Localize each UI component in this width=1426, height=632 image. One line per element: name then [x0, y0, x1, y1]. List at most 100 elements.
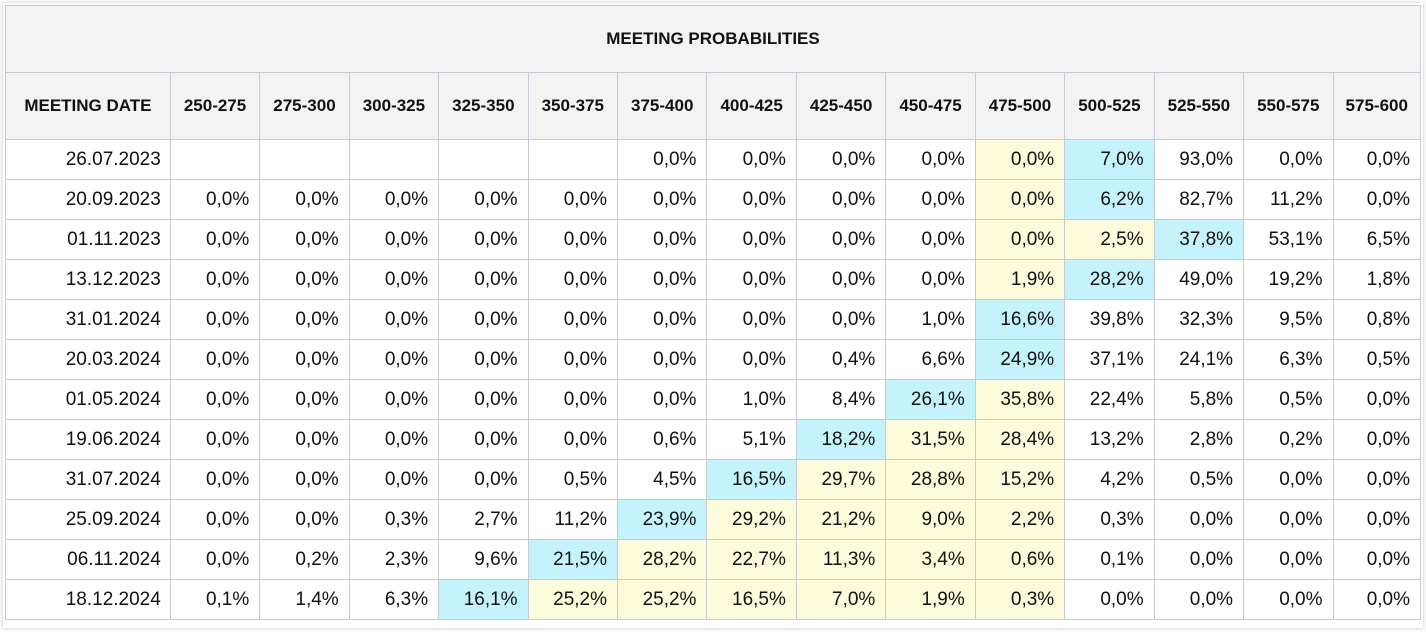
column-header-range: 575-600 — [1332, 72, 1421, 140]
probability-cell: 0,0% — [706, 259, 797, 300]
meeting-date-cell: 13.12.2023 — [5, 259, 171, 300]
probability-cell: 2,3% — [348, 539, 440, 580]
probability-cell: 0,0% — [438, 219, 529, 260]
meeting-date-cell: 01.11.2023 — [5, 219, 171, 260]
probability-cell: 0,0% — [1243, 499, 1334, 540]
probability-cell: 0,0% — [1243, 539, 1334, 580]
probability-cell: 0,0% — [348, 219, 440, 260]
column-header-range: 450-475 — [885, 72, 976, 140]
probability-cell: 0,0% — [169, 539, 261, 580]
probability-cell: 0,5% — [1332, 339, 1421, 380]
probability-cell: 3,4% — [885, 539, 976, 580]
probability-cell: 53,1% — [1243, 219, 1334, 260]
probability-cell: 0,0% — [348, 299, 440, 340]
probability-cell: 0,0% — [795, 219, 887, 260]
meeting-date-cell: 01.05.2024 — [5, 379, 171, 420]
probability-cell: 1,8% — [1332, 259, 1421, 300]
probability-cell: 0,3% — [1064, 499, 1155, 540]
probability-cell: 0,0% — [706, 139, 797, 180]
probability-cell: 0,2% — [1243, 419, 1334, 460]
probability-cell: 0,0% — [616, 339, 708, 380]
column-header-meeting-date: MEETING DATE — [5, 72, 171, 140]
column-header-range: 475-500 — [974, 72, 1066, 140]
probability-cell: 0,8% — [1332, 299, 1421, 340]
probability-cell: 11,3% — [795, 539, 887, 580]
probability-cell: 6,5% — [1332, 219, 1421, 260]
probability-cell: 0,0% — [438, 339, 529, 380]
table-row: 31.07.2024 0,0% 0,0% 0,0% 0,0% 0,5% 4,5% 16,5% 2… — [5, 459, 1421, 500]
probability-cell: 1,0% — [885, 299, 976, 340]
table-title: MEETING PROBABILITIES — [5, 5, 1421, 73]
probability-cell: 0,0% — [259, 379, 350, 420]
meeting-probabilities-table: MEETING PROBABILITIES MEETING DATE 250-27… — [5, 5, 1421, 620]
probability-cell: 11,2% — [527, 499, 619, 540]
probability-cell: 0,0% — [348, 339, 440, 380]
probability-cell: 16,6% — [974, 299, 1066, 340]
probability-cell: 0,0% — [1332, 179, 1421, 220]
probability-cell: 0,0% — [438, 299, 529, 340]
probability-cell: 0,3% — [348, 499, 440, 540]
probability-cell: 0,2% — [259, 539, 350, 580]
probability-cell: 0,0% — [348, 179, 440, 220]
probability-cell: 1,9% — [885, 579, 976, 620]
probability-cell: 0,0% — [1332, 459, 1421, 500]
probability-cell: 13,2% — [1064, 419, 1155, 460]
probability-cell: 0,0% — [616, 379, 708, 420]
probability-cell: 0,0% — [616, 219, 708, 260]
probability-cell: 6,6% — [885, 339, 976, 380]
probability-cell: 0,0% — [527, 179, 619, 220]
probability-cell: 39,8% — [1064, 299, 1155, 340]
probability-cell: 28,2% — [616, 539, 708, 580]
probability-cell: 93,0% — [1153, 139, 1245, 180]
probability-cell: 6,3% — [1243, 339, 1334, 380]
probability-cell: 0,0% — [527, 419, 619, 460]
probability-cell: 28,8% — [885, 459, 976, 500]
table-row: 26.07.2023 0,0% 0,0% 0,0% 0,0% 0,0% 7,0% 93,0% 0… — [5, 139, 1421, 180]
probability-cell: 0,0% — [259, 259, 350, 300]
meeting-date-cell: 31.01.2024 — [5, 299, 171, 340]
probability-cell: 0,0% — [885, 179, 976, 220]
table-row: 19.06.2024 0,0% 0,0% 0,0% 0,0% 0,0% 0,6% 5,1% 18… — [5, 419, 1421, 460]
probability-cell: 0,5% — [1243, 379, 1334, 420]
probability-cell: 0,0% — [169, 419, 261, 460]
table-row: 18.12.2024 0,1% 1,4% 6,3% 16,1% 25,2% 25,2% 16,… — [5, 579, 1421, 620]
column-header-range: 400-425 — [706, 72, 797, 140]
probability-cell: 0,0% — [974, 179, 1066, 220]
probability-cell: 0,0% — [1064, 579, 1155, 620]
meeting-date-cell: 18.12.2024 — [5, 579, 171, 620]
probability-cell: 29,7% — [795, 459, 887, 500]
probability-cell: 0,0% — [795, 139, 887, 180]
probability-cell: 9,5% — [1243, 299, 1334, 340]
probability-cell: 0,0% — [1332, 579, 1421, 620]
probabilities-panel: MEETING PROBABILITIES MEETING DATE 250-27… — [5, 5, 1421, 626]
probability-cell: 0,0% — [706, 179, 797, 220]
probability-cell: 0,0% — [259, 179, 350, 220]
probability-cell: 0,0% — [259, 459, 350, 500]
probability-cell: 0,0% — [169, 499, 261, 540]
probability-cell: 0,0% — [795, 299, 887, 340]
meeting-date-cell: 25.09.2024 — [5, 499, 171, 540]
column-header-range: 375-400 — [616, 72, 708, 140]
probability-cell: 0,1% — [169, 579, 261, 620]
column-header-range: 550-575 — [1243, 72, 1334, 140]
title-row: MEETING PROBABILITIES — [5, 5, 1421, 73]
probability-cell: 22,4% — [1064, 379, 1155, 420]
probability-cell: 25,2% — [616, 579, 708, 620]
probability-cell: 0,0% — [259, 299, 350, 340]
probability-cell — [259, 139, 350, 180]
table-body: 26.07.2023 0,0% 0,0% 0,0% 0,0% 0,0% 7,0% 93,0% 0… — [5, 139, 1421, 620]
probability-cell: 0,0% — [1243, 459, 1334, 500]
probability-cell: 1,9% — [974, 259, 1066, 300]
column-header-range: 525-550 — [1153, 72, 1245, 140]
probability-cell: 0,6% — [616, 419, 708, 460]
probability-cell: 1,0% — [706, 379, 797, 420]
probability-cell: 0,0% — [616, 139, 708, 180]
table-row: 01.11.2023 0,0% 0,0% 0,0% 0,0% 0,0% 0,0% 0,0% 0,… — [5, 219, 1421, 260]
probability-cell: 0,1% — [1064, 539, 1155, 580]
probability-cell: 0,0% — [438, 459, 529, 500]
probability-cell: 0,0% — [616, 259, 708, 300]
probability-cell: 0,0% — [1243, 139, 1334, 180]
probability-cell: 21,5% — [527, 539, 619, 580]
meeting-date-cell: 20.09.2023 — [5, 179, 171, 220]
meeting-date-cell: 19.06.2024 — [5, 419, 171, 460]
